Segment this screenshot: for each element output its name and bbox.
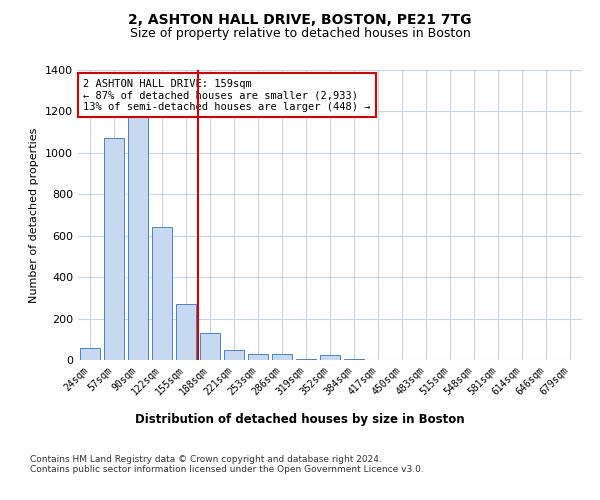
Bar: [80, 348, 100, 360]
Text: Contains HM Land Registry data © Crown copyright and database right 2024.
Contai: Contains HM Land Registry data © Crown c…: [30, 455, 424, 474]
Bar: [176, 304, 196, 360]
Bar: [152, 228, 172, 360]
Bar: [272, 354, 292, 360]
Bar: [296, 359, 316, 360]
Bar: [200, 333, 220, 360]
Text: Distribution of detached houses by size in Boston: Distribution of detached houses by size …: [135, 412, 465, 426]
Text: 2 ASHTON HALL DRIVE: 159sqm
← 87% of detached houses are smaller (2,933)
13% of : 2 ASHTON HALL DRIVE: 159sqm ← 87% of det…: [83, 78, 371, 112]
Text: 2, ASHTON HALL DRIVE, BOSTON, PE21 7TG: 2, ASHTON HALL DRIVE, BOSTON, PE21 7TG: [128, 12, 472, 26]
Bar: [320, 355, 340, 360]
Bar: [344, 359, 364, 360]
Bar: [104, 138, 124, 360]
Bar: [248, 354, 268, 360]
Y-axis label: Number of detached properties: Number of detached properties: [29, 128, 40, 302]
Text: Size of property relative to detached houses in Boston: Size of property relative to detached ho…: [130, 28, 470, 40]
Bar: [128, 103, 148, 360]
Bar: [224, 350, 244, 360]
